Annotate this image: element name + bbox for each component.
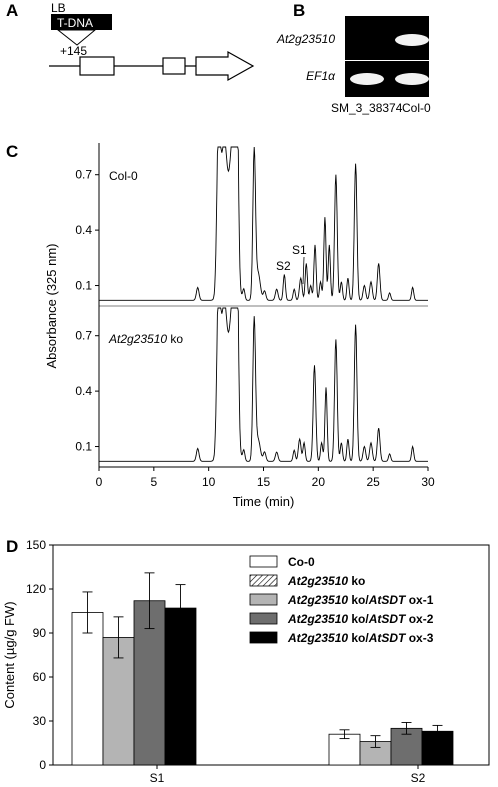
bar-chart: 0 30 60 90 120 150 Content (µg/g FW) S1 S2 Co-0 At… — [2, 538, 490, 785]
legend-label-2: At2g23510 ko — [287, 574, 365, 588]
legend-text: ox-1 — [405, 593, 433, 607]
y-tick-label: 0.4 — [75, 384, 92, 398]
exon-2 — [162, 57, 186, 75]
y-tick-label: 120 — [26, 582, 46, 596]
gel-band — [395, 34, 429, 46]
x-tick-label: 20 — [312, 475, 326, 489]
legend-label-4: At2g23510 ko/AtSDT ox-2 — [287, 612, 434, 626]
gel-band — [350, 73, 384, 85]
y-tick-label: 90 — [33, 626, 47, 640]
gel-lane-label-2: Col-0 — [402, 101, 431, 115]
insertion-position: +145 — [60, 44, 87, 58]
legend-text: ko/ — [348, 593, 369, 607]
y-tick-label: 0.4 — [75, 223, 92, 237]
x-tick-label: 0 — [96, 475, 103, 489]
legend-gene: AtSDT — [368, 612, 407, 626]
y-axis-title: Content (µg/g FW) — [2, 601, 17, 708]
panel-label-b: B — [293, 1, 305, 20]
legend-swatch-3 — [249, 593, 278, 606]
legend-gene: At2g23510 — [287, 593, 348, 607]
legend-gene: AtSDT — [368, 631, 407, 645]
legend-text: ko/ — [348, 612, 369, 626]
peak-label-s1: S1 — [292, 243, 307, 257]
chromatogram-trace-2 — [99, 307, 428, 462]
y-tick-label: 0.7 — [75, 168, 92, 182]
legend-swatch-1 — [249, 555, 278, 568]
series-label-suffix: ko — [167, 332, 183, 346]
gel-lane-label-1: SM_3_38374 — [331, 101, 403, 115]
x-tick-label: 5 — [150, 475, 157, 489]
y-tick-label: 60 — [33, 670, 47, 684]
insertion-triangle — [56, 29, 97, 46]
peak-pointer-s1 — [302, 256, 305, 285]
bar-s2-series-1 — [328, 733, 361, 766]
legend-swatch-2 — [249, 574, 278, 587]
x-tick-label: 25 — [366, 475, 380, 489]
x-category-label: S2 — [411, 771, 426, 785]
bar-s1-series-1 — [71, 612, 104, 766]
panel-label-d: D — [6, 537, 18, 556]
series-label-2: At2g23510 ko — [108, 332, 183, 346]
y-tick-label: 30 — [33, 714, 47, 728]
legend-gene: At2g23510 — [287, 574, 348, 588]
plot-frame — [52, 544, 490, 766]
series-label-gene: At2g23510 — [108, 332, 167, 346]
gel-panel: At2g23510 EF1α SM_3_38374 Col-0 — [276, 16, 431, 115]
legend-gene: At2g23510 — [287, 612, 348, 626]
panel-label-c: C — [6, 142, 18, 161]
y-axis-title: Absorbance (325 nm) — [44, 243, 59, 368]
exon-3-arrow — [195, 50, 255, 82]
x-tick-label: 30 — [421, 475, 435, 489]
y-tick-label: 0.7 — [75, 329, 92, 343]
series-label-1: Col-0 — [109, 169, 138, 183]
exon-1 — [79, 56, 115, 76]
x-tick-label: 10 — [202, 475, 216, 489]
gene-diagram: LB T-DNA +145 — [49, 1, 255, 82]
gel-row-label-2: EF1α — [306, 69, 336, 83]
y-tick-label: 0.1 — [75, 440, 92, 454]
gel-band — [395, 73, 429, 85]
legend-label-5: At2g23510 ko/AtSDT ox-3 — [287, 631, 434, 645]
legend-swatch-5 — [249, 631, 278, 644]
tdna-box — [51, 14, 112, 30]
legend-gene: At2g23510 — [287, 631, 348, 645]
legend-text: ko/ — [348, 631, 369, 645]
legend-gene: AtSDT — [368, 593, 407, 607]
lb-label: LB — [51, 1, 66, 15]
bar-s1-series-5 — [164, 607, 197, 766]
legend-text: ko — [348, 574, 365, 588]
gel-row-label-1: At2g23510 — [276, 32, 335, 46]
x-axis-title: Time (min) — [233, 494, 295, 509]
legend-swatch-4 — [249, 612, 278, 625]
tdna-label: T-DNA — [57, 16, 93, 30]
chromatogram-trace-1 — [99, 146, 428, 301]
peak-label-s2: S2 — [276, 259, 291, 273]
legend-label-3: At2g23510 ko/AtSDT ox-1 — [287, 593, 434, 607]
x-category-label: S1 — [150, 771, 165, 785]
y-tick-label: 0 — [39, 758, 46, 772]
legend-text: ox-2 — [405, 612, 433, 626]
x-tick-label: 15 — [257, 475, 271, 489]
y-tick-label: 150 — [26, 538, 46, 552]
legend-label-1: Co-0 — [288, 555, 315, 569]
legend-text: ox-3 — [405, 631, 433, 645]
panel-label-a: A — [6, 1, 18, 20]
y-tick-label: 0.1 — [75, 279, 92, 293]
